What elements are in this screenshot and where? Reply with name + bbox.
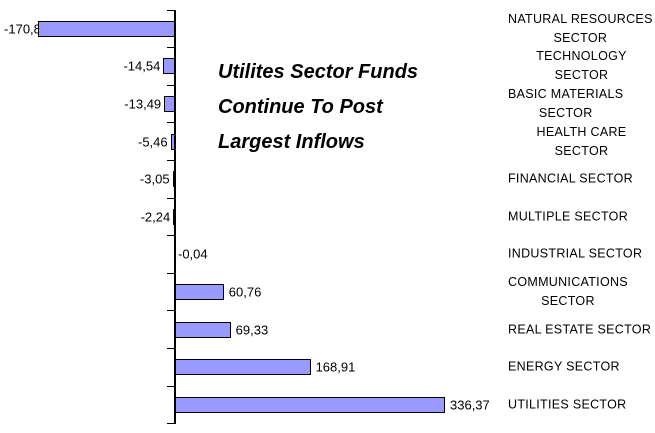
category-label: TECHNOLOGY SECTOR bbox=[536, 49, 627, 83]
axis-tick bbox=[167, 272, 175, 274]
category-label: HEALTH CARE SECTOR bbox=[536, 124, 627, 158]
value-label: -0,04 bbox=[178, 246, 208, 262]
axis-tick bbox=[167, 122, 175, 124]
value-label: -170,8 bbox=[4, 21, 41, 37]
category-label: REAL ESTATE SECTOR bbox=[508, 322, 652, 337]
axis-tick bbox=[167, 385, 175, 387]
category-label: FINANCIAL SECTOR bbox=[508, 171, 633, 186]
axis-tick bbox=[167, 235, 175, 237]
axis-tick bbox=[167, 84, 175, 86]
category-label: COMMUNICATIONS SECTOR bbox=[508, 275, 628, 308]
axis-tick bbox=[167, 423, 175, 425]
value-label: 168,91 bbox=[315, 359, 356, 375]
axis-tick bbox=[167, 310, 175, 312]
axis-tick bbox=[167, 347, 175, 349]
value-label: 336,37 bbox=[450, 397, 490, 413]
bar-11 bbox=[175, 396, 445, 413]
bar-8 bbox=[175, 284, 224, 300]
bar-10 bbox=[175, 359, 311, 376]
category-label: BASIC MATERIALS SECTOR bbox=[508, 87, 624, 120]
value-label: -3,05 bbox=[139, 171, 170, 187]
axis-tick bbox=[167, 159, 175, 161]
axis-tick bbox=[167, 47, 175, 49]
chart-title: Utilites Sector Funds Continue To Post L… bbox=[218, 61, 419, 153]
value-label: 60,76 bbox=[228, 284, 262, 300]
category-label: ENERGY SECTOR bbox=[508, 359, 620, 374]
category-axis-line bbox=[174, 10, 176, 424]
value-label: 69,33 bbox=[235, 322, 269, 338]
category-label: NATURAL RESOURCES SECTOR bbox=[508, 11, 653, 45]
axis-tick bbox=[167, 9, 175, 11]
category-label: UTILITIES SECTOR bbox=[508, 397, 627, 412]
category-label: MULTIPLE SECTOR bbox=[508, 209, 629, 224]
value-label: -5,46 bbox=[137, 134, 168, 150]
bar-1 bbox=[37, 20, 175, 37]
value-label: -13,49 bbox=[124, 96, 162, 112]
value-label: -14,54 bbox=[123, 58, 161, 74]
bar-9 bbox=[175, 321, 231, 338]
value-label: -2,24 bbox=[140, 209, 171, 225]
category-label: INDUSTRIAL SECTOR bbox=[508, 246, 643, 261]
axis-tick bbox=[167, 197, 175, 199]
